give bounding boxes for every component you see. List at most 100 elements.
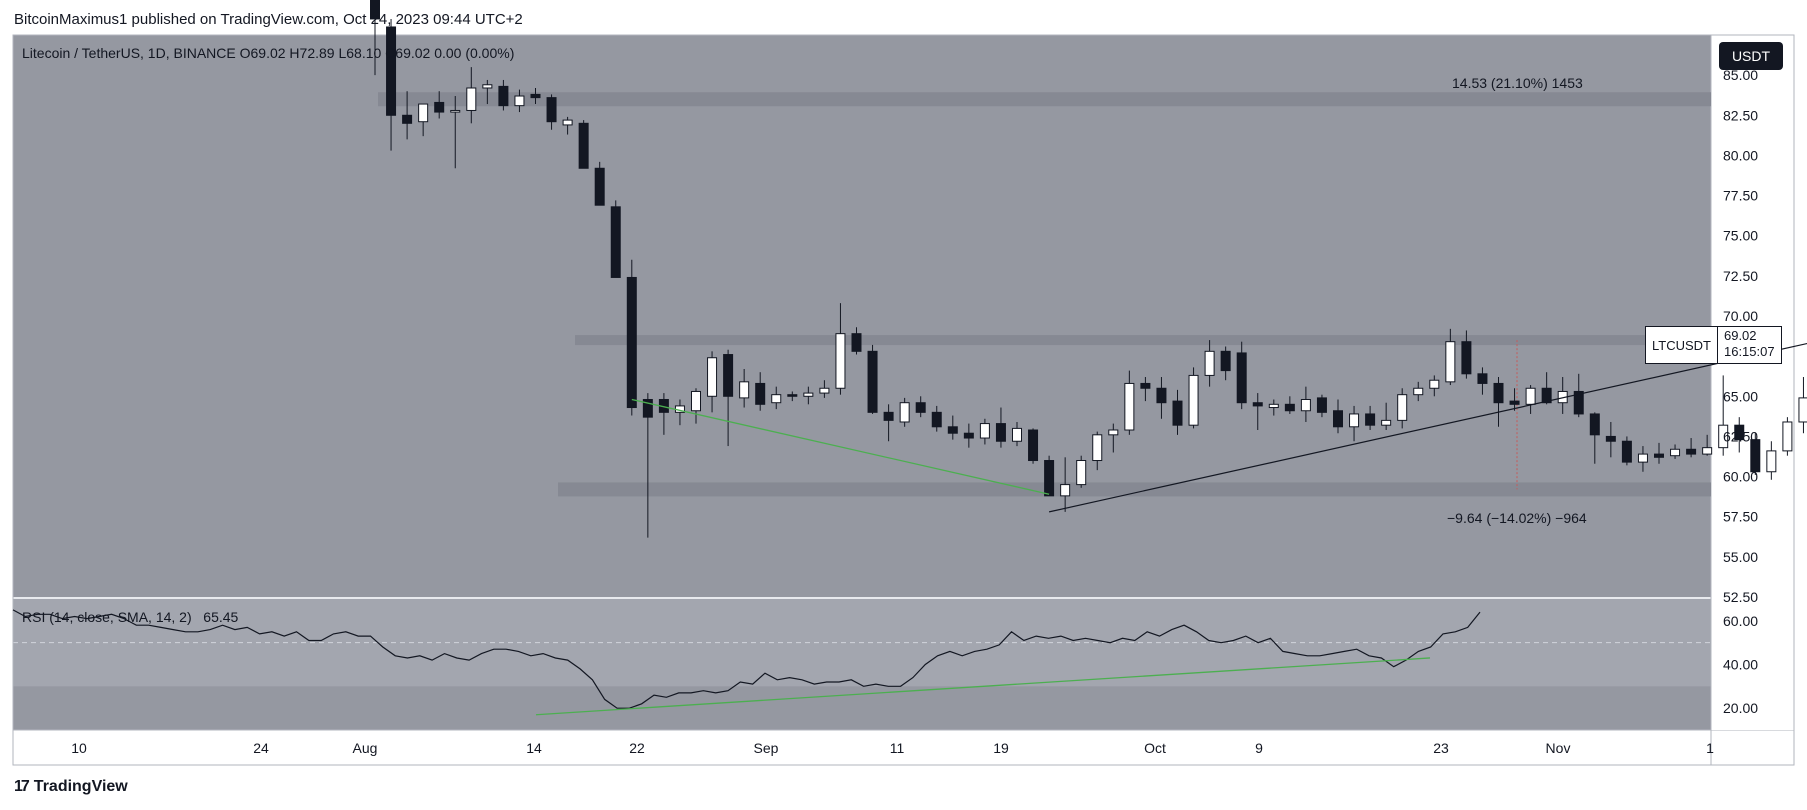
candle (1477, 373, 1488, 384)
candle (1076, 460, 1087, 486)
candle (1493, 382, 1504, 404)
candle (835, 333, 846, 389)
candle (1284, 403, 1295, 412)
candle (1172, 400, 1183, 426)
candle (1621, 440, 1632, 463)
price-tick-label: 80.00 (1723, 147, 1758, 163)
rsi-tick-label: 20.00 (1723, 700, 1758, 716)
candle (723, 354, 734, 397)
candle (899, 402, 910, 423)
tradingview-logo[interactable]: 17 TradingView (14, 778, 128, 796)
candle (851, 333, 862, 352)
candle (466, 87, 477, 111)
rsi-legend[interactable]: RSI (14, close, SMA, 14, 2) 65.45 (22, 609, 238, 625)
candle (1605, 435, 1616, 442)
candle (1028, 429, 1039, 462)
price-tag-values: 69.02 16:15:07 (1718, 327, 1781, 363)
candle (1461, 341, 1472, 375)
candle (1349, 413, 1360, 428)
candle (1589, 413, 1600, 436)
candle (1509, 400, 1520, 405)
candle (1220, 350, 1231, 372)
candle (1686, 448, 1697, 455)
symbol-legend: Litecoin / TetherUS, 1D, BINANCE O69.02 … (22, 45, 514, 61)
support-band (558, 482, 1711, 497)
candle (979, 423, 990, 439)
candle (931, 411, 942, 428)
candle (1702, 447, 1713, 455)
candle (1365, 413, 1376, 426)
candle (1525, 387, 1536, 405)
candle (1204, 350, 1215, 376)
tradingview-logo-icon: 17 (14, 778, 30, 795)
candle (1397, 394, 1408, 421)
symbol-name[interactable]: Litecoin / TetherUS, 1D, BINANCE (22, 45, 236, 61)
candle (1782, 421, 1793, 452)
rsi-tick-label: 60.00 (1723, 613, 1758, 629)
candle (1654, 453, 1664, 458)
ohlc-values: O69.02 H72.89 L68.10 C69.02 0.00 (0.00%) (239, 45, 515, 61)
time-tick-label: 19 (993, 740, 1009, 756)
price-pane (13, 35, 1711, 597)
candle (578, 122, 589, 169)
price-tick-label: 82.50 (1723, 107, 1758, 123)
last-price-tag: LTCUSDT 69.02 16:15:07 (1645, 326, 1782, 364)
candle (1300, 398, 1311, 412)
time-tick-label: 24 (253, 740, 269, 756)
time-tick-label: Aug (353, 740, 378, 756)
candle (1734, 424, 1745, 441)
rsi-label: RSI (14, close, SMA, 14, 2) (22, 609, 192, 625)
time-tick-label: 14 (526, 740, 542, 756)
candle (963, 432, 974, 439)
candle (771, 394, 782, 404)
price-tick-label: 65.00 (1723, 388, 1758, 404)
time-axis (12, 729, 1795, 766)
candle (434, 101, 445, 113)
price-tick-label: 52.50 (1723, 589, 1758, 605)
candle (995, 423, 1006, 442)
candle (707, 357, 718, 397)
candle (370, 0, 380, 20)
price-axis-panel (1711, 35, 1794, 730)
rsi-green-trendline (535, 657, 1431, 716)
time-tick-label: Sep (754, 740, 779, 756)
candle (1236, 352, 1247, 404)
chart-border (12, 34, 1795, 766)
candle (1124, 382, 1135, 431)
price-tick-label: 85.00 (1723, 67, 1758, 83)
candle (819, 387, 830, 394)
candle (1044, 460, 1055, 497)
candle (1188, 374, 1199, 426)
candle (402, 114, 413, 124)
candle (514, 95, 525, 107)
candle (1445, 341, 1456, 383)
time-tick-label: 11 (890, 740, 905, 756)
candle (1252, 402, 1263, 407)
publisher-header: BitcoinMaximus1 published on TradingView… (14, 11, 523, 28)
candle (1718, 424, 1729, 449)
candle (787, 394, 798, 397)
tradingview-brand: TradingView (33, 778, 128, 795)
currency-button[interactable]: USDT (1719, 42, 1783, 70)
time-tick-label: 10 (71, 740, 87, 756)
price-tag-countdown: 16:15:07 (1723, 344, 1775, 359)
candle (562, 119, 573, 126)
candle (1670, 448, 1681, 457)
candle (739, 381, 750, 399)
candle (546, 97, 557, 123)
green-trendline (631, 398, 1050, 495)
price-tick-label: 60.00 (1723, 469, 1758, 485)
time-tick-label: Oct (1144, 740, 1166, 756)
price-tick-label: 55.00 (1723, 549, 1758, 565)
candle (1766, 450, 1777, 473)
candle (947, 426, 958, 434)
candle (691, 390, 701, 412)
candle (450, 109, 461, 113)
price-tick-label: 77.50 (1723, 188, 1758, 204)
candle (1268, 403, 1279, 409)
candle (530, 93, 541, 99)
lower-measure-label: −9.64 (−14.02%) −964 (1447, 510, 1587, 526)
candle (867, 350, 878, 413)
price-tag-price: 69.02 (1723, 328, 1757, 343)
